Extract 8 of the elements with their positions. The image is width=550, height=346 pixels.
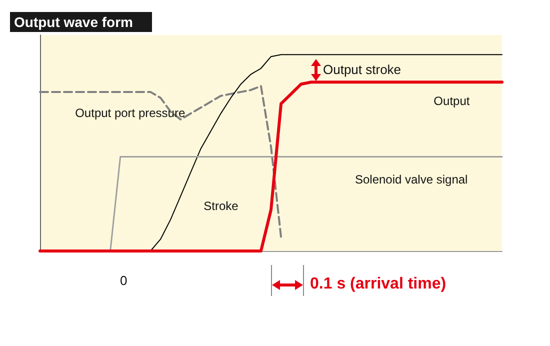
text: 0: [120, 273, 128, 288]
series-label: Output port pressure: [75, 106, 186, 120]
series-label: Stroke: [204, 199, 239, 214]
text: 0.1 s (arrival time): [310, 276, 446, 292]
annotation: Output stroke: [323, 62, 402, 77]
series-label: Solenoid valve signal: [354, 172, 468, 187]
series-label: Output: [434, 94, 470, 108]
chart-title: Output wave form: [14, 14, 134, 30]
